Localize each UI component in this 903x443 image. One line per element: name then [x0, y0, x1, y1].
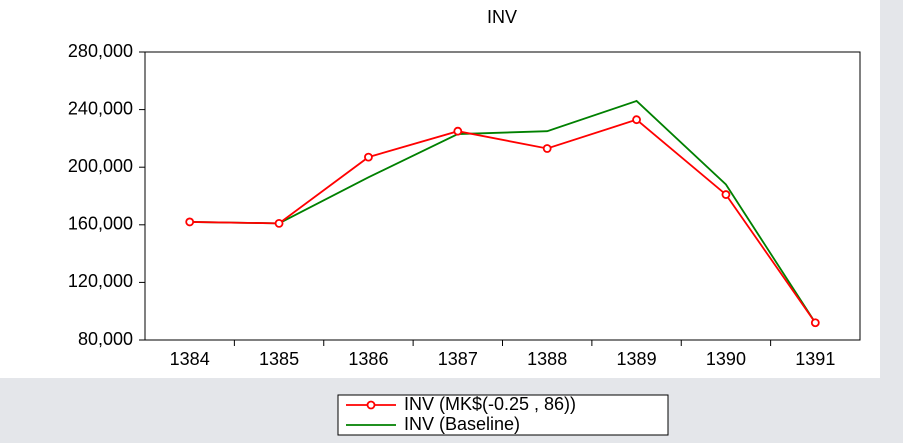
x-tick-label: 1388 — [527, 349, 567, 369]
y-tick-label: 160,000 — [68, 214, 133, 234]
x-tick-label: 1391 — [795, 349, 835, 369]
series-marker — [632, 115, 641, 125]
x-tick-label: 1385 — [259, 349, 299, 369]
legend-label: INV (MK$(-0.25 , 86)) — [404, 394, 576, 414]
chart-background — [0, 0, 880, 378]
series-marker — [185, 217, 195, 227]
legend-marker — [366, 400, 376, 410]
legend-box — [337, 394, 669, 436]
x-tick-label: 1384 — [170, 349, 210, 369]
series-marker — [364, 152, 373, 162]
chart-title: INV — [487, 7, 517, 27]
y-tick-label: 80,000 — [78, 329, 133, 349]
series-marker — [542, 144, 552, 153]
series-marker — [274, 218, 284, 228]
series-marker — [721, 190, 731, 199]
series-line — [189, 118, 817, 324]
x-tick-label: 1390 — [706, 349, 746, 369]
x-tick-label: 1386 — [348, 349, 388, 369]
x-tick-label: 1387 — [438, 349, 478, 369]
y-tick-label: 240,000 — [68, 98, 133, 118]
y-tick-label: 200,000 — [68, 156, 133, 176]
series-line — [189, 99, 817, 324]
y-tick-label: 120,000 — [68, 271, 133, 291]
series-marker — [810, 318, 820, 328]
x-tick-label: 1389 — [617, 349, 657, 369]
legend-label: INV (Baseline) — [404, 414, 520, 434]
y-tick-label: 280,000 — [68, 41, 133, 61]
series-marker — [453, 126, 463, 136]
